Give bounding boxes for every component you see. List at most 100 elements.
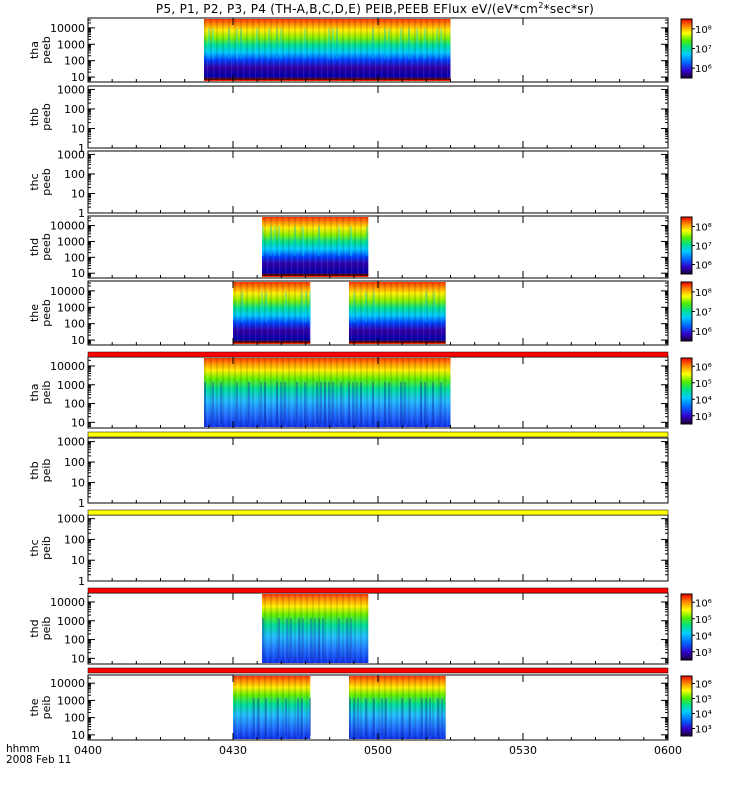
y-label-probe: the	[28, 698, 41, 716]
panel-frame	[87, 215, 669, 279]
y-label-probe: thc	[28, 539, 41, 556]
spectrogram-streak	[437, 698, 439, 736]
panel-frame	[87, 592, 669, 665]
y-label-product: peeb	[40, 36, 53, 64]
y-tick-label: 10	[71, 187, 85, 200]
colorbar-label: 10⁶	[695, 261, 712, 272]
y-label-probe: tha	[28, 383, 41, 401]
y-tick-label: 100	[64, 251, 85, 264]
y-tick-label: 100	[64, 318, 85, 331]
spectrogram-streak	[432, 382, 434, 424]
spectrogram-streak	[236, 382, 238, 424]
colorbar-label: 10³	[695, 725, 712, 736]
spectrogram-streak	[328, 28, 330, 60]
y-tick-label: 100	[64, 533, 85, 546]
spectrogram-streak	[388, 28, 390, 60]
status-bar	[87, 351, 669, 358]
status-bar	[87, 431, 669, 438]
spectrogram-streak	[298, 618, 300, 660]
chart-title-tail: *sec*sr)	[543, 2, 595, 16]
y-tick-label: 10000	[50, 22, 85, 35]
spectrogram-streak	[372, 382, 374, 424]
spectrogram-streak	[385, 698, 387, 736]
y-tick-label: 1000	[57, 513, 85, 526]
spectrogram-streak	[262, 226, 264, 256]
spectrogram-streak	[429, 698, 431, 736]
spectrogram-streak	[324, 382, 326, 424]
y-label-probe: thd	[28, 238, 41, 256]
spectrogram-streak	[328, 382, 330, 424]
spectrogram-streak	[365, 698, 367, 736]
spectrogram-streak	[261, 291, 263, 323]
spectrogram-texture	[262, 594, 369, 663]
spectrogram-streak	[388, 382, 390, 424]
spectrogram-streak	[265, 291, 267, 323]
panel-the-peeb: 10 100 1000 10000 the peeb 10⁶ 10⁷ 10⁸	[28, 280, 712, 347]
spectrogram-streak	[425, 698, 427, 736]
colorbar	[680, 216, 693, 275]
spectrogram-streak	[310, 618, 312, 660]
spectrogram-streak	[340, 382, 342, 424]
spectrogram-streak	[440, 382, 442, 424]
panel-frame	[87, 150, 669, 214]
colorbar-label: 10³	[695, 412, 712, 423]
spectrogram-streak	[286, 618, 288, 660]
spectrogram-streak	[241, 291, 243, 323]
spectrogram-streak	[384, 382, 386, 424]
colorbar	[680, 675, 693, 737]
panel-frame	[87, 437, 669, 504]
spectrogram-streak	[424, 28, 426, 60]
spectrogram-streak	[253, 698, 255, 736]
y-tick-label: 1000	[57, 436, 85, 449]
spectrogram-streak	[228, 28, 230, 60]
y-tick-label: 100	[64, 456, 85, 469]
y-tick-label: 1000	[57, 148, 85, 161]
y-label-product: peeb	[40, 168, 53, 196]
spectrogram-streak	[409, 698, 411, 736]
colorbar-label: 10⁶	[695, 362, 712, 373]
panel-thb-peeb: 1 10 100 1000 thb peeb	[28, 83, 669, 155]
chart-title-superscript: 2	[538, 1, 544, 10]
spectrogram-streak	[290, 618, 292, 660]
spectrogram-streak	[276, 382, 278, 424]
y-label-product: peeb	[40, 233, 53, 261]
y-tick-label: 100	[64, 634, 85, 647]
colorbar-label: 10⁶	[695, 64, 712, 75]
spectrogram-streak	[262, 618, 264, 660]
spectrogram-streak	[277, 698, 279, 736]
spectrogram-streak	[400, 28, 402, 60]
spectrogram-streak	[350, 226, 352, 256]
y-tick-label: 10000	[50, 360, 85, 373]
spectrogram-streak	[441, 698, 443, 736]
spectrogram-streak	[270, 226, 272, 256]
x-tick-label: 0530	[509, 744, 537, 757]
colorbar-label: 10⁸	[695, 223, 712, 234]
panel-the-peib: 10 100 1000 10000 the peib 10³ 10⁴ 10⁵ 10⁶	[28, 674, 712, 742]
spectrogram-streak	[256, 28, 258, 60]
spectrogram-streak	[348, 382, 350, 424]
panel-tha-peib: 10 100 1000 10000 tha peib 10³ 10⁴ 10⁵ 10⁶	[28, 356, 712, 429]
spectrogram-streak	[424, 382, 426, 424]
panel-frame	[87, 85, 669, 149]
y-tick-label: 10	[71, 71, 85, 84]
spectrogram-streak	[352, 382, 354, 424]
spectrogram-streak	[276, 28, 278, 60]
spectrogram-streak	[265, 698, 267, 736]
y-tick-label: 100	[64, 168, 85, 181]
status-bar	[87, 667, 669, 674]
spectrogram-streak	[332, 382, 334, 424]
spectrogram-streak	[350, 618, 352, 660]
colorbar-label: 10⁷	[695, 242, 712, 253]
spectrogram-streak	[404, 382, 406, 424]
spectrogram-streak	[280, 28, 282, 60]
spectrogram-streak	[416, 28, 418, 60]
spectrogram-streak	[302, 226, 304, 256]
spectrogram-streak	[360, 382, 362, 424]
colorbar	[680, 593, 693, 661]
y-tick-label: 1	[78, 575, 85, 588]
spectrogram-streak	[274, 226, 276, 256]
y-label-probe: thb	[28, 461, 41, 479]
colorbar-label: 10⁴	[695, 710, 712, 721]
y-tick-label: 1000	[57, 235, 85, 248]
y-label-probe: thc	[28, 173, 41, 190]
